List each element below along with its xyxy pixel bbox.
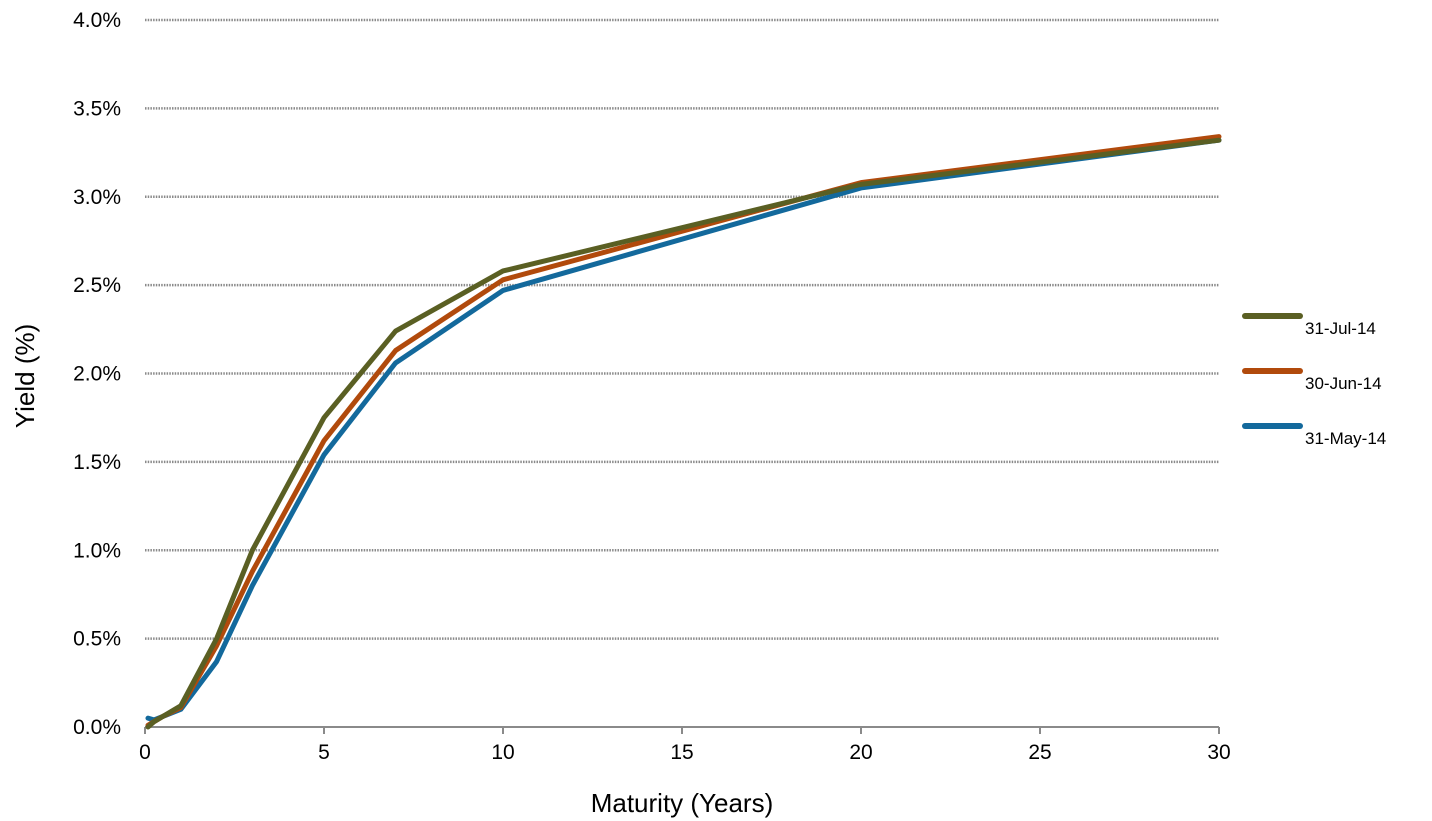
series-layer	[145, 134, 1222, 730]
x-tick-label: 20	[849, 741, 872, 764]
x-tick-label: 15	[670, 741, 693, 764]
legend: 31-Jul-14 30-Jun-14 31-May-14	[1242, 313, 1386, 448]
y-tick-label: 2.5%	[73, 274, 121, 297]
grid-layer	[145, 18, 1219, 640]
y-tick-label: 3.0%	[73, 186, 121, 209]
legend-label: 31-May-14	[1305, 429, 1386, 448]
legend-label: 31-Jul-14	[1305, 319, 1376, 338]
x-tick-label: 30	[1207, 741, 1230, 764]
y-tick-label: 1.0%	[73, 539, 121, 562]
y-tick-label: 3.5%	[73, 97, 121, 120]
label-layer: 0.0% 0.5% 1.0% 1.5% 2.0% 2.5% 3.0% 3.5% 4.0% 0 5 10…	[73, 9, 1231, 764]
x-axis-title: Maturity (Years)	[591, 788, 774, 818]
y-tick-label: 2.0%	[73, 363, 121, 386]
axis-layer	[144, 726, 1220, 734]
legend-label: 30-Jun-14	[1305, 374, 1382, 393]
x-tick-label: 10	[491, 741, 514, 764]
y-tick-label: 0.0%	[73, 716, 121, 739]
y-tick-label: 4.0%	[73, 9, 121, 32]
x-tick-label: 25	[1028, 741, 1051, 764]
y-tick-label: 0.5%	[73, 628, 121, 651]
y-tick-label: 1.5%	[73, 451, 121, 474]
y-axis-title: Yield (%)	[10, 324, 40, 429]
x-tick-label: 5	[318, 741, 330, 764]
series-line-31-jul-14	[145, 137, 1222, 730]
x-tick-label: 0	[139, 741, 151, 764]
